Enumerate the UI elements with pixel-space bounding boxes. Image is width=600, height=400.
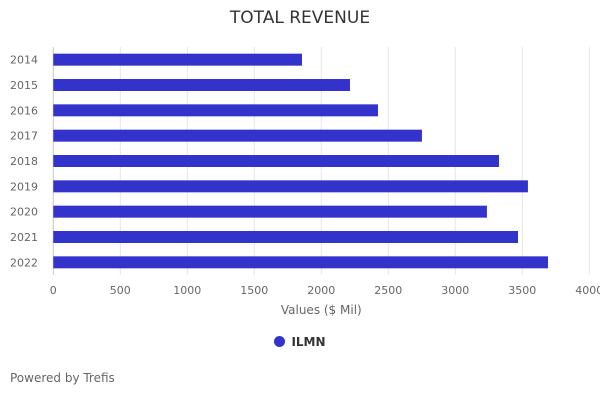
x-tick-label: 0 [50,284,57,297]
legend[interactable]: ILMN [0,335,600,349]
y-tick-label: 2016 [10,104,38,117]
y-tick-label: 2022 [10,256,38,269]
bar-2014 [53,53,303,66]
x-tick-label: 500 [110,284,131,297]
x-tick-label: 1000 [173,284,201,297]
bar-2017 [53,129,422,142]
x-axis-label: Values ($ Mil) [281,303,362,317]
x-tick-label: 1500 [240,284,268,297]
y-tick-label: 2021 [10,231,38,244]
bar-2018 [53,155,499,167]
y-tick-label: 2017 [10,130,38,143]
x-tick-label: 3500 [508,284,536,297]
y-tick-label: 2014 [10,54,38,67]
chart-title: TOTAL REVENUE [229,8,371,28]
bar-2021 [53,231,519,243]
bar-2015 [53,79,350,91]
x-tick-label: 4000 [575,284,600,297]
y-tick-label: 2020 [10,206,38,219]
bar-2022 [53,256,549,269]
x-tick-label: 2500 [374,284,402,297]
x-tick-label: 2000 [307,284,335,297]
bar-chart: 0 500 1000 1500 2000 2500 3000 3500 4000 2014 2015… [10,47,600,317]
bar-2020 [53,205,487,218]
powered-by-credit[interactable]: Powered by Trefis [10,371,115,385]
bar-2016 [53,104,378,117]
y-tick-label: 2015 [10,79,38,92]
x-tick-label: 3000 [441,284,469,297]
y-tick-label: 2018 [10,155,38,168]
y-tick-label: 2019 [10,180,38,193]
legend-marker [274,336,286,347]
bar-2019 [53,180,528,193]
legend-label: ILMN [291,335,326,349]
